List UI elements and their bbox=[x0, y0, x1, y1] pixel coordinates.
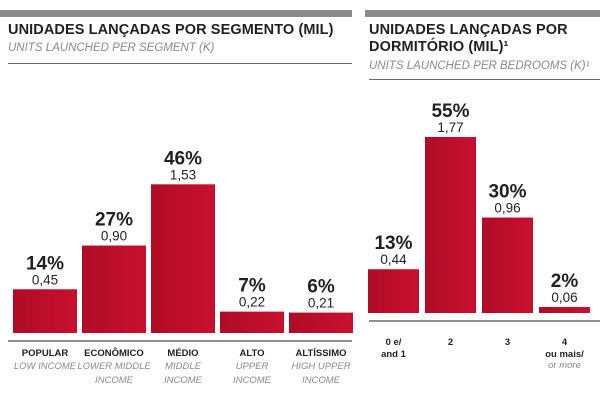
percent-label: 55% bbox=[431, 101, 469, 122]
value-label: 0,21 bbox=[308, 296, 334, 311]
segment-chart-panel: UNIDADES LANÇADAS POR SEGMENTO (MIL) UNI… bbox=[0, 10, 353, 386]
category-label: ECONÔMICO bbox=[84, 347, 144, 359]
bedroom-chart-panel: UNIDADES LANÇADAS POR DORMITÓRIO (MIL)¹ … bbox=[365, 0, 600, 405]
category-label-en: LOWER MIDDLE bbox=[77, 361, 151, 372]
category-label-en: HIGH UPPER bbox=[291, 361, 350, 372]
category-label-en: INCOME bbox=[95, 375, 134, 386]
percent-label: 27% bbox=[95, 210, 133, 231]
percent-label: 13% bbox=[374, 233, 412, 254]
value-label: 0,96 bbox=[494, 201, 520, 216]
category-label-en: LOW INCOME bbox=[14, 361, 77, 372]
header-bar bbox=[365, 10, 600, 17]
percent-label: 14% bbox=[26, 253, 64, 274]
category-label-en: INCOME bbox=[233, 375, 272, 386]
title-divider bbox=[369, 79, 600, 80]
bar bbox=[289, 312, 353, 333]
category-label-line2: and 1 bbox=[381, 349, 407, 360]
value-label: 0,90 bbox=[101, 229, 127, 244]
percent-label: 7% bbox=[238, 276, 266, 297]
chart-title: UNIDADES LANÇADAS POR DORMITÓRIO (MIL)¹ bbox=[369, 22, 568, 55]
category-label: 2 bbox=[448, 337, 453, 348]
category-label: MÉDIO bbox=[167, 348, 198, 359]
category-label: 4 bbox=[562, 337, 568, 348]
category-label-en: INCOME bbox=[302, 375, 341, 386]
value-label: 0,06 bbox=[551, 290, 577, 305]
bar bbox=[220, 311, 284, 333]
percent-label: 2% bbox=[551, 271, 579, 292]
value-label: 1,77 bbox=[437, 120, 463, 135]
bar bbox=[482, 217, 533, 313]
category-label: ALTÍSSIMO bbox=[295, 348, 346, 359]
bar bbox=[151, 184, 215, 333]
category-label: POPULAR bbox=[22, 348, 69, 359]
category-label-en: UPPER bbox=[236, 361, 269, 372]
value-label: 1,53 bbox=[170, 167, 196, 182]
bar bbox=[425, 137, 476, 313]
bar bbox=[539, 307, 590, 313]
category-label-en: MIDDLE bbox=[165, 361, 202, 372]
chart-subtitle: UNITS LAUNCHED PER BEDROOMS (K)¹ bbox=[369, 60, 590, 72]
value-label: 0,22 bbox=[239, 295, 265, 310]
category-label-en: or more bbox=[548, 360, 581, 371]
bar bbox=[368, 269, 419, 313]
value-label: 0,44 bbox=[380, 252, 407, 267]
title-divider bbox=[8, 63, 352, 64]
category-label: 3 bbox=[505, 337, 510, 348]
chart-title: UNIDADES LANÇADAS POR SEGMENTO (MIL) bbox=[8, 22, 334, 38]
chart-subtitle: UNITS LAUNCHED PER SEGMENT (K) bbox=[8, 42, 215, 54]
percent-label: 30% bbox=[488, 182, 526, 203]
percent-label: 46% bbox=[164, 148, 202, 169]
bar bbox=[82, 245, 146, 333]
category-label-en: INCOME bbox=[164, 375, 203, 386]
percent-label: 6% bbox=[307, 277, 335, 298]
bar bbox=[13, 289, 77, 333]
category-label: ALTO bbox=[240, 348, 265, 359]
category-label-line2: ou mais/ bbox=[545, 349, 584, 360]
value-label: 0,45 bbox=[32, 272, 58, 287]
header-bar bbox=[0, 10, 352, 17]
category-label: 0 e/ bbox=[386, 337, 402, 348]
